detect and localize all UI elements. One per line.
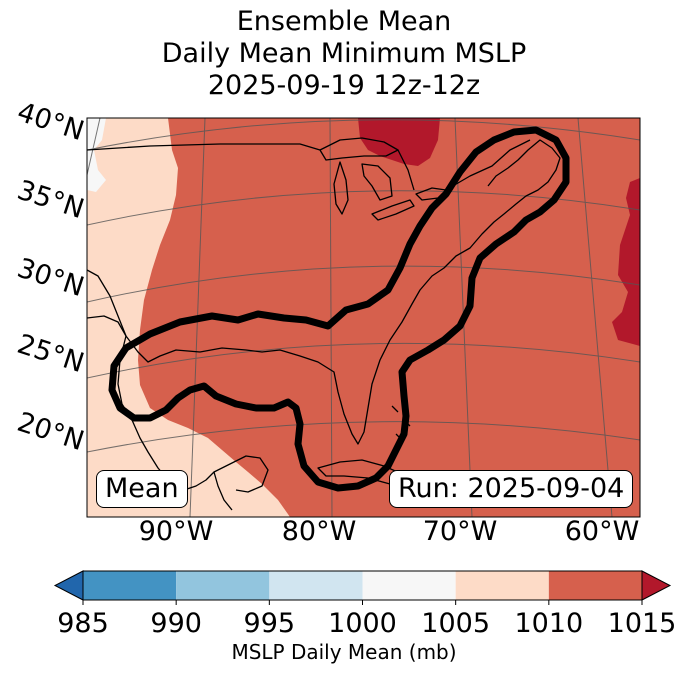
title-line-1: Ensemble Mean (236, 6, 452, 37)
parallel-40 (87, 119, 640, 151)
colorbar-over-extend (641, 570, 672, 601)
parallel-30 (87, 265, 640, 303)
colorbar-bin-1005-1010 (455, 571, 549, 600)
field-1000-1005-nw (87, 118, 106, 192)
parallel-35 (87, 190, 640, 226)
lat-label-40: 40°N (13, 97, 87, 148)
ensemble-contour (108, 126, 570, 492)
lon-label-70: 70°W (423, 516, 498, 547)
colorbar-label: MSLP Daily Mean (mb) (231, 640, 457, 664)
lon-label-90: 90°W (139, 516, 214, 547)
lake-michigan (333, 161, 349, 215)
lat-label-30: 30°N (13, 253, 87, 304)
colorbar-bin-990-995 (176, 571, 270, 600)
lat-label-35: 35°N (13, 175, 87, 226)
yucatan (213, 455, 269, 493)
lon-label-60: 60°W (565, 516, 640, 547)
mslp-field (87, 118, 640, 517)
gulf-coast (87, 139, 561, 445)
parallel-20 (87, 421, 640, 453)
colorbar-bin-995-1000 (269, 571, 363, 600)
us-canada-border (87, 139, 531, 191)
lake-huron (361, 163, 393, 201)
colorbar-tick-label-1010: 1010 (514, 608, 583, 639)
field-over-1015-greatlakes (358, 118, 440, 166)
meridian-60 (577, 118, 613, 517)
meridian-100 (87, 118, 101, 176)
colorbar-tick-label-995: 995 (244, 608, 296, 639)
lon-label-80: 80°W (282, 516, 357, 547)
meridian-80 (329, 118, 333, 517)
colorbar-tick-label-1000: 1000 (328, 608, 397, 639)
colorbar-tick-label-1005: 1005 (421, 608, 490, 639)
lake-superior (319, 137, 399, 161)
lake-erie (371, 199, 415, 221)
mean-label-box: Mean (96, 470, 188, 508)
parallel-25 (87, 342, 640, 379)
lat-label-25: 25°N (13, 329, 87, 380)
colorbar-tick-label-990: 990 (150, 608, 202, 639)
colorbar-bin-1000-1005 (362, 571, 456, 600)
colorbar-bin-1010-1015 (548, 571, 642, 600)
title-line-2: Daily Mean Minimum MSLP (161, 38, 527, 69)
run-date-box: Run: 2025-09-04 (389, 470, 634, 508)
map-frame (86, 117, 641, 518)
us-mexico-border (87, 269, 127, 337)
field-over-1015-east (612, 178, 640, 346)
colorbar-bin-985-990 (83, 571, 177, 600)
colorbar-tick-label-1015: 1015 (608, 608, 677, 639)
colorbar: 985 990 995 1000 1005 1010 1015 (53, 570, 677, 639)
lat-label-20: 20°N (13, 407, 87, 458)
title-line-3: 2025-09-19 12z-12z (207, 70, 481, 101)
colorbar-tick-label-985: 985 (57, 608, 109, 639)
colorbar-under-extend (53, 570, 84, 601)
